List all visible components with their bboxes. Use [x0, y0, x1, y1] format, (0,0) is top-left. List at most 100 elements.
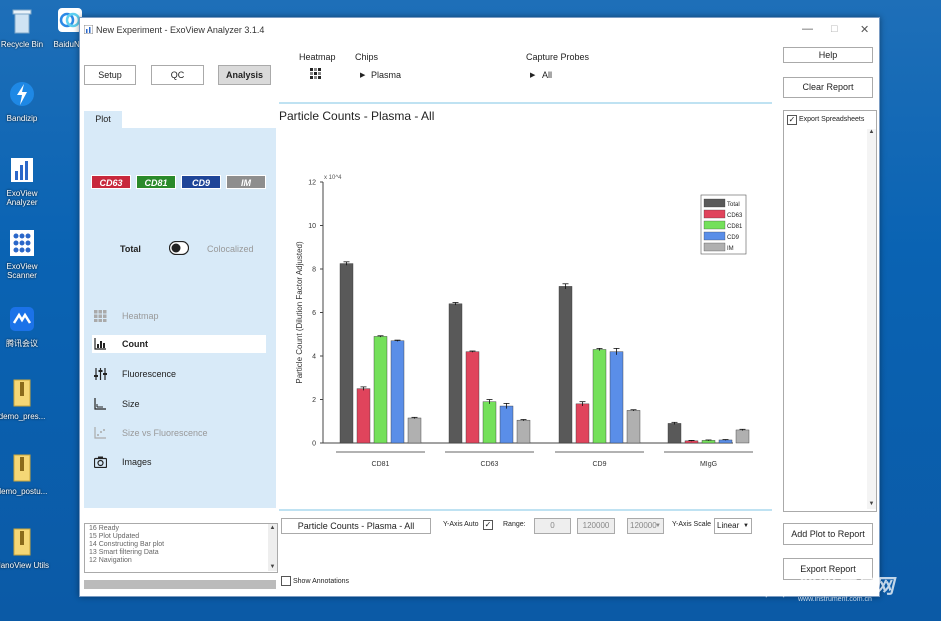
- chevron-down-icon: ▼: [655, 523, 661, 529]
- range-label: Range:: [503, 521, 526, 528]
- desktop-label: demo_pres...: [0, 412, 46, 421]
- menu-count[interactable]: Count: [92, 335, 266, 353]
- scroll-down-icon[interactable]: ▼: [269, 564, 276, 570]
- bar-cd81-cd9: [592, 349, 607, 444]
- menu-size-vs-fluorescence[interactable]: Size vs Fluorescence: [92, 424, 266, 442]
- tencent-meeting-icon[interactable]: 腾讯会议: [0, 305, 50, 348]
- window-title: New Experiment - ExoView Analyzer 3.1.4: [96, 25, 265, 35]
- scroll-up-icon[interactable]: ▲: [269, 525, 276, 531]
- plot-top-divider: [279, 102, 772, 104]
- legend-label: CD9: [727, 235, 740, 241]
- range-select[interactable]: 120000 ▼: [627, 518, 664, 534]
- menu-images[interactable]: Images: [92, 453, 266, 471]
- bar-cd9-migg: [718, 439, 733, 444]
- probe-tag-im[interactable]: IM: [226, 175, 266, 189]
- watermark-text: 仪器信息网: [794, 576, 894, 598]
- maximize-button[interactable]: □: [831, 23, 838, 35]
- yaxis-scale-select[interactable]: Linear ▼: [714, 518, 752, 534]
- y-tick-label: 8: [312, 267, 316, 274]
- desktop-label: ExoView Scanner: [6, 262, 38, 280]
- plot-options-panel: [84, 128, 276, 508]
- recycle-bin-icon[interactable]: Recycle Bin: [0, 6, 50, 49]
- bandizip-glyph: [10, 82, 34, 106]
- exoview-analyzer-icon[interactable]: ExoView Analyzer: [0, 155, 50, 207]
- show-annotations-label: Show Annotations: [293, 578, 350, 585]
- demo-postu-file-icon[interactable]: demo_postu...: [0, 453, 50, 496]
- log-scrollbar[interactable]: ▲ ▼: [268, 524, 277, 571]
- count-bar-chart: 0 2 4 6 8 10 12 x 10^4 Particle Count (Dilution …: [295, 175, 753, 468]
- chips-value[interactable]: Plasma: [371, 70, 402, 80]
- app-window: New Experiment - ExoView Analyzer 3.1.4 …: [79, 17, 880, 597]
- report-scrollbar[interactable]: ▲ ▼: [867, 129, 876, 509]
- y-tick-label: 0: [312, 441, 316, 448]
- menu-fluorescence[interactable]: Fluorescence: [92, 365, 266, 383]
- chips-expand-icon[interactable]: ▶: [360, 72, 366, 79]
- desktop-label: NanoView Utils: [0, 561, 50, 570]
- legend-label: CD81: [727, 224, 743, 230]
- show-annotations-checkbox[interactable]: [281, 576, 291, 586]
- scroll-down-icon[interactable]: ▼: [868, 501, 875, 507]
- tab-analysis[interactable]: Analysis: [218, 65, 271, 85]
- y-tick-label: 2: [312, 397, 316, 404]
- status-log[interactable]: 16 Ready 15 Plot Updated 14 Constructing…: [84, 523, 278, 573]
- y-exponent-label: x 10^4: [324, 175, 342, 181]
- exoview-scanner-icon[interactable]: ExoView Scanner: [0, 228, 50, 280]
- legend-label: CD63: [727, 213, 743, 219]
- probe-tag-cd81[interactable]: CD81: [136, 175, 176, 189]
- bar-cd81-cd63: [482, 401, 497, 444]
- help-button[interactable]: Help: [783, 47, 873, 63]
- export-spreadsheets-checkbox[interactable]: ✓: [787, 115, 797, 125]
- heatmap-grid-icon[interactable]: [310, 68, 322, 80]
- bar-chart-icon: [94, 338, 106, 350]
- bar-im-migg: [735, 429, 750, 444]
- report-panel: ✓ Export Spreadsheets ▲ ▼: [783, 110, 877, 512]
- menu-heatmap[interactable]: Heatmap: [92, 307, 266, 325]
- log-line: 12 Navigation: [89, 557, 132, 564]
- yaxis-auto-checkbox[interactable]: ✓: [483, 520, 493, 530]
- bar-total-cd81: [339, 263, 354, 444]
- probes-value[interactable]: All: [542, 70, 553, 80]
- yaxis-scale-value: Linear: [717, 521, 740, 530]
- export-spreadsheets-label: Export Spreadsheets: [799, 116, 865, 123]
- tencent-meeting-glyph: [10, 307, 34, 331]
- bar-cd9-cd9: [609, 351, 624, 444]
- zip-file-glyph: [13, 528, 31, 556]
- export-report-button[interactable]: Export Report: [783, 558, 873, 580]
- close-button[interactable]: ✕: [860, 24, 870, 36]
- tab-setup[interactable]: Setup: [84, 65, 136, 85]
- bar-im-cd81: [407, 417, 422, 444]
- add-plot-to-report-button[interactable]: Add Plot to Report: [783, 523, 873, 545]
- y-tick-label: 10: [308, 223, 316, 230]
- watermark-logo-icon: [765, 570, 785, 598]
- legend-swatch: [703, 198, 726, 208]
- progress-bar: [84, 580, 276, 589]
- probe-tag-cd63[interactable]: CD63: [91, 175, 131, 189]
- total-colocalized-toggle[interactable]: [169, 241, 189, 255]
- range-max-input[interactable]: 120000: [577, 518, 615, 534]
- tab-plot[interactable]: Plot: [84, 111, 122, 128]
- zip-file-glyph: [13, 379, 31, 407]
- menu-size[interactable]: Size: [92, 395, 266, 413]
- tab-qc[interactable]: QC: [151, 65, 204, 85]
- chevron-down-icon: ▼: [743, 523, 749, 529]
- nanoview-utils-icon[interactable]: NanoView Utils: [0, 527, 50, 570]
- scroll-up-icon[interactable]: ▲: [868, 129, 875, 135]
- desktop-label: BaiduNet: [53, 40, 87, 49]
- y-tick-label: 12: [308, 180, 316, 187]
- minimize-button[interactable]: —: [802, 23, 813, 35]
- exoview-analyzer-glyph: [11, 158, 33, 182]
- demo-pres-file-icon[interactable]: demo_pres...: [0, 378, 50, 421]
- legend-swatch: [703, 209, 726, 219]
- probe-tag-cd9[interactable]: CD9: [181, 175, 221, 189]
- probes-expand-icon[interactable]: ▶: [530, 72, 536, 79]
- chips-label: Chips: [355, 52, 379, 62]
- clear-report-button[interactable]: Clear Report: [783, 77, 873, 98]
- app-icon: [84, 25, 93, 34]
- menu-label: Size: [122, 399, 140, 409]
- plot-title-input[interactable]: Particle Counts - Plasma - All: [281, 518, 431, 534]
- log-line: 14 Constructing Bar plot: [89, 541, 165, 548]
- range-min-input[interactable]: 0: [534, 518, 571, 534]
- watermark: 仪器信息网 www.instrument.com.cn: [760, 568, 930, 608]
- yaxis-auto-label: Y-Axis Auto: [443, 521, 479, 528]
- bandizip-icon[interactable]: Bandizip: [0, 80, 50, 123]
